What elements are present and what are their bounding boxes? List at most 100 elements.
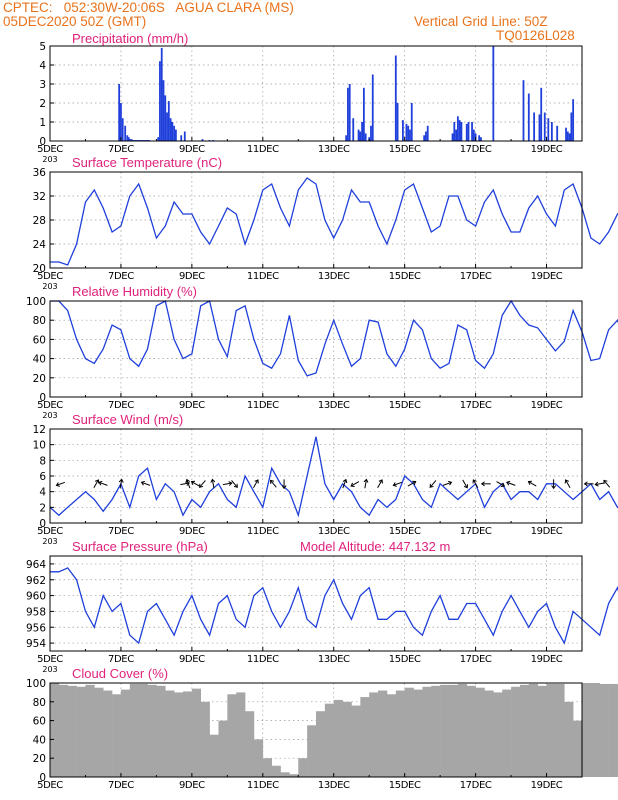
x-tick-label: 13DEC bbox=[318, 654, 350, 665]
y-tick-label: 20 bbox=[33, 373, 46, 385]
wind-arrow bbox=[551, 479, 557, 490]
wind-arrow-head bbox=[564, 479, 569, 484]
bar bbox=[351, 705, 361, 777]
x-tick-label: 7DEC bbox=[108, 780, 134, 791]
wind-arrow-head bbox=[55, 482, 60, 487]
wind-arrow-shaft bbox=[595, 482, 605, 486]
y-tick-label: 80 bbox=[33, 697, 46, 709]
wind-arrow-head bbox=[480, 481, 485, 487]
x-tick-label: 19DEC bbox=[531, 144, 563, 155]
x-tick-label: 11DEC bbox=[247, 271, 279, 282]
bar bbox=[174, 692, 184, 777]
bar bbox=[126, 135, 129, 141]
bar bbox=[386, 694, 397, 777]
bar bbox=[121, 118, 124, 141]
x-tick-label: 15DEC bbox=[389, 526, 421, 537]
x-tick-label: 5DEC bbox=[37, 144, 63, 155]
bar bbox=[147, 684, 157, 777]
wind-arrow-head bbox=[118, 478, 124, 483]
bar bbox=[245, 711, 255, 777]
wind-arrow-head bbox=[185, 481, 191, 486]
bar bbox=[175, 129, 177, 141]
bar bbox=[357, 129, 360, 141]
bar bbox=[475, 687, 485, 777]
x-tick-label: 9DEC bbox=[179, 144, 205, 155]
x-tick-label: 17DEC bbox=[460, 271, 492, 282]
x-tick-label: 9DEC bbox=[179, 654, 205, 665]
y-tick-label: 5 bbox=[39, 41, 46, 53]
bar bbox=[573, 720, 583, 777]
wind-arrow-shaft bbox=[472, 479, 479, 488]
wind-arrow bbox=[496, 481, 506, 487]
bar bbox=[472, 129, 475, 141]
bar bbox=[425, 131, 427, 141]
bar bbox=[570, 112, 573, 141]
bar bbox=[378, 690, 388, 777]
bar bbox=[460, 122, 463, 141]
wind-arrow-shaft bbox=[222, 482, 232, 486]
y-tick-label: 956 bbox=[26, 622, 46, 634]
bar bbox=[129, 683, 139, 777]
x-tick-label: 19DEC bbox=[531, 400, 563, 411]
y-tick-label: 32 bbox=[33, 191, 46, 203]
bar bbox=[157, 137, 160, 141]
bar bbox=[342, 701, 352, 777]
bar bbox=[590, 683, 601, 777]
bar bbox=[200, 701, 210, 777]
bar bbox=[360, 697, 370, 777]
wind-arrow bbox=[462, 479, 469, 489]
bar bbox=[422, 686, 432, 777]
wind-arrow bbox=[407, 480, 417, 487]
panel-5: 954 956 958 960 962 964 5DEC 7DEC 9DEC 11DEC 13DEC… bbox=[26, 539, 618, 674]
bar bbox=[324, 703, 335, 777]
bar bbox=[413, 689, 423, 777]
wind-arrow-head bbox=[210, 478, 216, 483]
bar bbox=[183, 131, 186, 141]
wind-arrow-head bbox=[378, 479, 383, 484]
bar bbox=[236, 692, 246, 777]
wind-arrow-head bbox=[140, 480, 146, 486]
wind-arrow-shaft bbox=[496, 481, 505, 487]
bar bbox=[156, 685, 166, 777]
wind-arrow-shaft bbox=[506, 481, 516, 486]
x-tick-label: 17DEC bbox=[460, 144, 492, 155]
wind-arrow-shaft bbox=[186, 479, 191, 489]
wind-arrow-head bbox=[363, 478, 369, 483]
x-tick-label: 15DEC bbox=[389, 400, 421, 411]
wind-arrow-shaft bbox=[393, 481, 402, 486]
wind-arrow bbox=[281, 479, 287, 490]
x-tick-label: 17DEC bbox=[460, 400, 492, 411]
bar bbox=[112, 694, 122, 777]
wind-arrow-head bbox=[551, 485, 557, 490]
wind-arrow bbox=[190, 480, 200, 487]
bar bbox=[289, 774, 299, 777]
bar bbox=[409, 129, 411, 141]
y-tick-label: 0 bbox=[39, 136, 46, 148]
bar bbox=[173, 125, 176, 141]
bar bbox=[316, 711, 326, 777]
bar bbox=[407, 125, 410, 141]
wind-arrow-shaft bbox=[462, 479, 468, 488]
y-tick-label: 100 bbox=[26, 678, 46, 690]
bar bbox=[180, 135, 183, 141]
wind-arrow bbox=[210, 478, 216, 489]
bar bbox=[556, 125, 559, 141]
x-tick-label: 19DEC bbox=[531, 271, 563, 282]
y-tick-label: 80 bbox=[33, 315, 46, 327]
bar bbox=[431, 685, 441, 777]
bar bbox=[262, 758, 272, 777]
x-tick-label: 15DEC bbox=[389, 654, 421, 665]
bar bbox=[130, 139, 133, 141]
header-line1-left: CPTEC: 052:30W-20:06S AGUA CLARA (MS) bbox=[3, 0, 294, 15]
x-tick-label: 9DEC bbox=[179, 526, 205, 537]
bar bbox=[128, 139, 131, 141]
bar bbox=[566, 131, 569, 141]
wind-arrow bbox=[506, 480, 516, 486]
wind-arrow-head bbox=[392, 482, 397, 487]
y-tick-label: 964 bbox=[26, 559, 46, 571]
wind-arrow bbox=[583, 481, 594, 487]
bar bbox=[519, 684, 530, 777]
x-tick-label: 9DEC bbox=[179, 400, 205, 411]
y-tick-label: 960 bbox=[26, 591, 46, 603]
